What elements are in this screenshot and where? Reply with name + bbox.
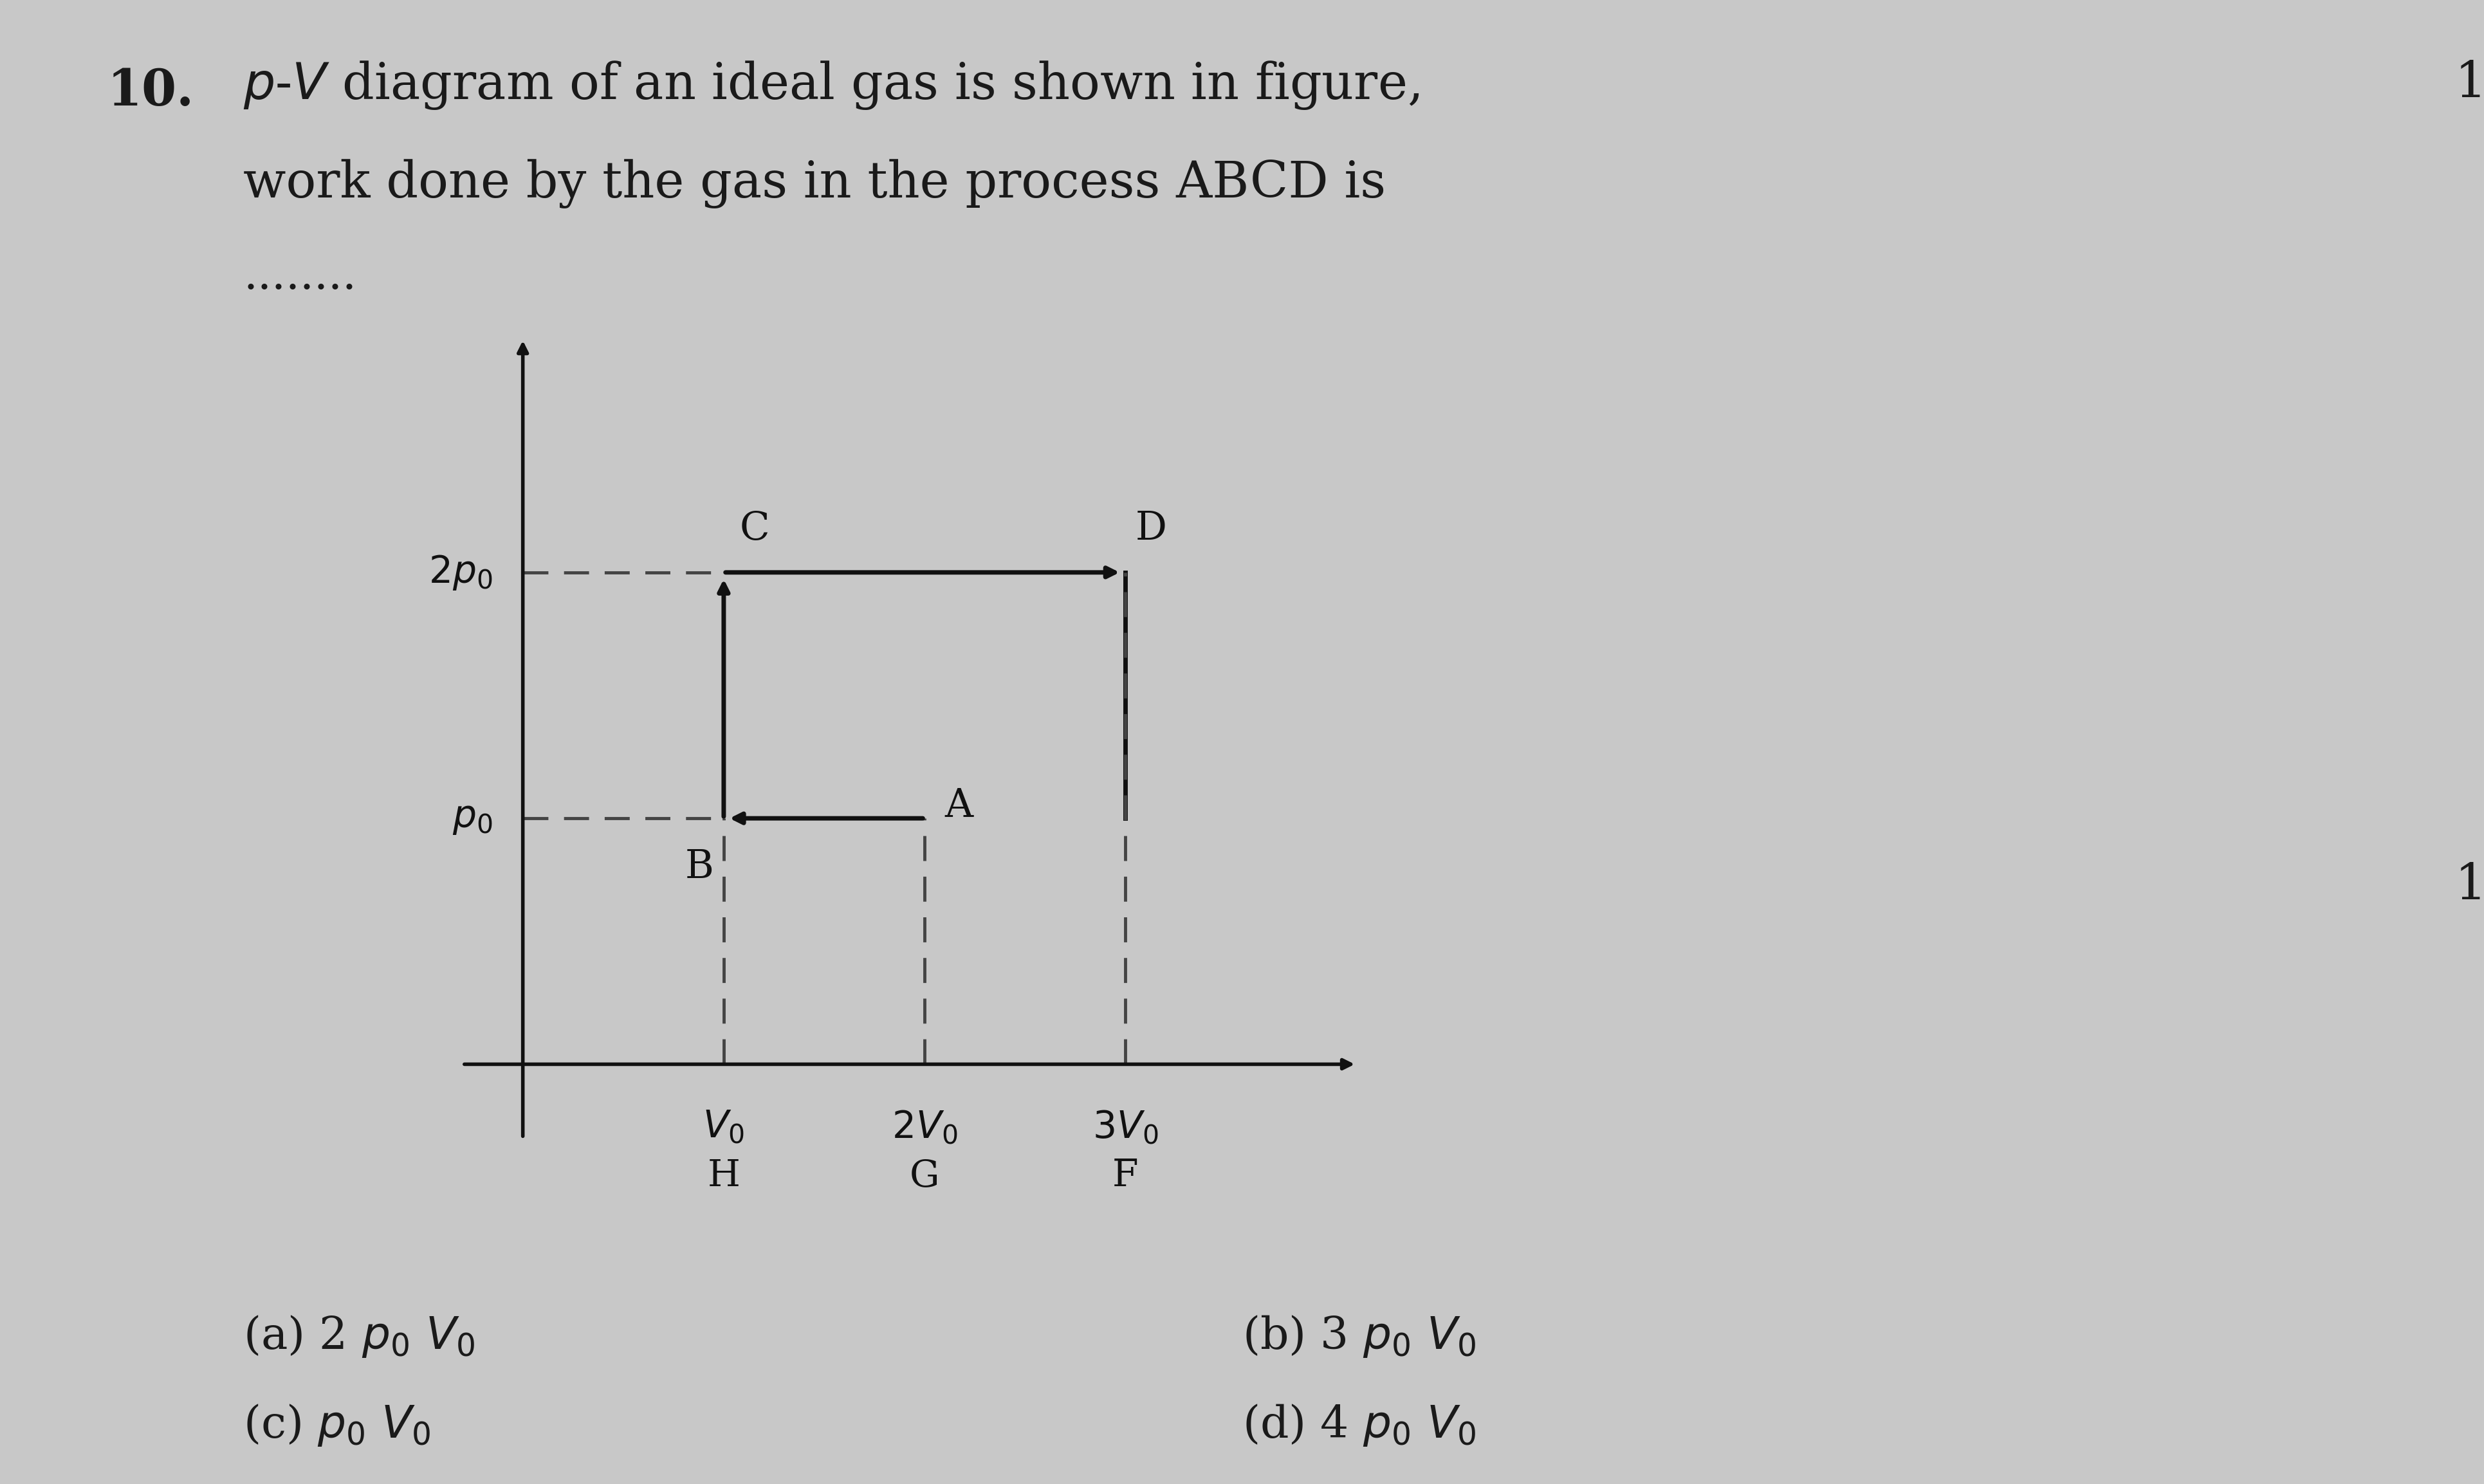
Text: $V_0$: $V_0$ — [703, 1109, 745, 1146]
Text: $3V_0$: $3V_0$ — [1093, 1109, 1158, 1146]
Text: ........: ........ — [243, 255, 358, 298]
Text: work done by the gas in the process ABCD is: work done by the gas in the process ABCD… — [243, 159, 1386, 208]
Text: F: F — [1113, 1158, 1138, 1193]
Text: D: D — [1135, 509, 1167, 548]
Text: A: A — [944, 787, 974, 825]
Text: $2V_0$: $2V_0$ — [892, 1109, 956, 1146]
Text: (a) 2 $p_0$ $V_0$: (a) 2 $p_0$ $V_0$ — [243, 1313, 474, 1359]
Text: (d) 4 $p_0$ $V_0$: (d) 4 $p_0$ $V_0$ — [1242, 1402, 1475, 1448]
Text: B: B — [686, 847, 713, 886]
Text: $2p_0$: $2p_0$ — [430, 554, 492, 592]
Text: 1: 1 — [2454, 59, 2484, 108]
Text: C: C — [740, 509, 770, 548]
Text: (b) 3 $p_0$ $V_0$: (b) 3 $p_0$ $V_0$ — [1242, 1313, 1475, 1359]
Text: $p$-$V$ diagram of an ideal gas is shown in figure,: $p$-$V$ diagram of an ideal gas is shown… — [243, 59, 1418, 111]
Text: H: H — [708, 1158, 740, 1193]
Text: 18: 18 — [2454, 861, 2484, 910]
Text: $p_0$: $p_0$ — [452, 800, 492, 837]
Text: (c) $p_0$ $V_0$: (c) $p_0$ $V_0$ — [243, 1402, 432, 1448]
Text: G: G — [909, 1158, 939, 1193]
Text: 10.: 10. — [107, 67, 194, 116]
